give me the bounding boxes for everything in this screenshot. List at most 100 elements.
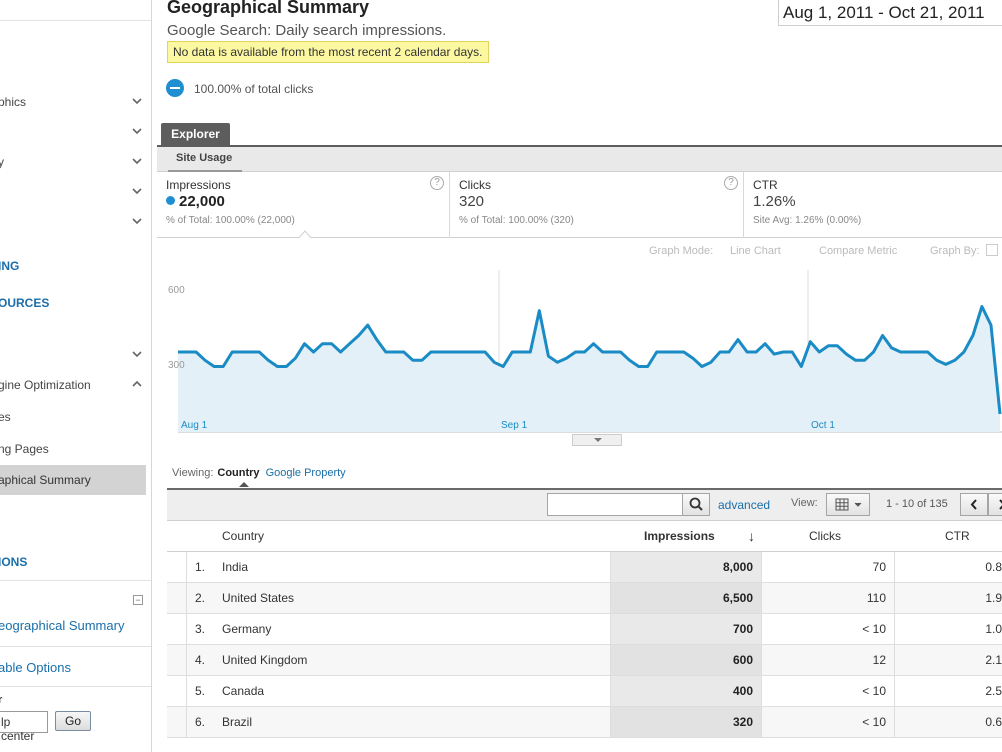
sidebar-section-traffic-sources[interactable]: OURCES [0,296,50,310]
chart-resize-handle[interactable] [572,434,622,446]
viewing-google-property[interactable]: Google Property [265,467,346,479]
ctr-cell: 2.1 [985,653,1002,667]
sidebar-item-2[interactable] [0,120,151,144]
search-button[interactable] [682,493,710,516]
help-heading: r [0,694,2,706]
view-type-dropdown[interactable] [826,493,870,516]
help-icon[interactable]: ? [724,176,738,190]
sort-arrow-icon[interactable]: ↓ [748,528,755,544]
chevron-left-icon [970,499,977,510]
column-header-impressions[interactable]: Impressions [644,529,715,543]
graph-by-icon[interactable] [986,244,998,256]
impressions-cell: 700 [610,614,762,644]
metric-subtext: % of Total: 100.00% (22,000) [166,215,295,226]
ctr-cell: 1.9 [985,591,1002,605]
sidebar-item-3[interactable]: y [0,150,151,174]
country-link[interactable]: Brazil [222,715,253,729]
advanced-filter-link[interactable]: advanced [718,498,771,512]
page-subtitle: Google Search: Daily search impressions. [167,22,447,39]
sidebar-item-label: es [0,410,11,424]
sidebar-link-table-options[interactable]: able Options [0,660,71,675]
collapse-icon[interactable]: − [133,595,143,605]
data-notice: No data is available from the most recen… [167,41,489,63]
table-row[interactable]: 4. United Kingdom 600 12 2.1 [167,645,1002,676]
segment-icon[interactable] [166,79,184,97]
column-header-country[interactable]: Country [222,529,265,543]
sidebar-item-label: aphical Summary [0,473,91,487]
sidebar-item-queries[interactable]: es [0,405,151,429]
table-row[interactable]: 3. Germany 700 < 10 1.0 [167,614,1002,645]
metric-subtext: Site Avg: 1.26% (0.00%) [753,215,862,226]
chevron-down-icon [132,128,142,135]
ctr-cell: 0.8 [985,560,1002,574]
sidebar-section-actions[interactable]: IONS [0,555,28,569]
column-rule [894,583,895,613]
metric-clicks[interactable]: Clicks 320 % of Total: 100.00% (320) ? [450,172,744,238]
table-header-row: Country Impressions ↓ Clicks CTR [167,521,1002,552]
column-rule [894,645,895,675]
ctr-cell: 0.6 [985,715,1002,729]
go-button[interactable]: Go [55,711,91,731]
row-number: 2. [194,591,205,605]
country-link[interactable]: Canada [222,684,265,698]
metric-name: Clicks [459,178,491,192]
chevron-down-icon [132,351,142,358]
table-row[interactable]: 5. Canada 400 < 10 2.5 [167,676,1002,707]
table-row[interactable]: 2. United States 6,500 110 1.9 [167,583,1002,614]
viewing-country[interactable]: Country [217,467,260,479]
metric-value: 22,000 [166,193,225,210]
next-page-button[interactable] [988,493,1002,516]
sidebar-item-seo[interactable]: gine Optimization [0,373,151,397]
column-rule [894,707,895,737]
country-link[interactable]: United Kingdom [222,653,308,667]
sidebar-item-5[interactable] [0,210,151,234]
subtab-bar [157,145,1002,172]
clicks-cell: 70 [872,560,886,574]
sidebar-section-advertising[interactable]: ING [0,259,20,273]
country-link[interactable]: Germany [222,622,272,636]
segment-label: 100.00% of total clicks [194,82,314,96]
chevron-down-icon [132,98,142,105]
series-dot-icon [166,196,175,205]
y-tick-label: 600 [168,285,185,296]
chart-series-line [178,305,1002,415]
tab-explorer[interactable]: Explorer [161,123,230,145]
x-tick-label: Aug 1 [181,420,208,431]
sidebar-item-4[interactable] [0,180,151,204]
help-center-input[interactable]: lp center [0,711,48,743]
column-rule [186,676,187,706]
row-number: 3. [194,622,205,636]
table-search-input[interactable] [547,493,683,516]
column-header-clicks[interactable]: Clicks [809,529,841,543]
clicks-cell: < 10 [862,622,886,636]
help-icon[interactable]: ? [430,176,444,190]
sidebar-divider [0,20,151,21]
metric-impressions[interactable]: Impressions 22,000 % of Total: 100.00% (… [157,172,450,238]
table-row[interactable]: 1. India 8,000 70 0.8 [167,552,1002,583]
table-row[interactable]: 6. Brazil 320 < 10 0.6 [167,707,1002,738]
sidebar-item-geographical-summary[interactable]: aphical Summary [0,465,146,495]
sidebar-item-label: phics [0,95,27,109]
graph-mode-dropdown[interactable]: Line Chart [730,245,781,257]
graph-by-label: Graph By: [930,245,980,257]
sidebar: phics y ING OURCES gine Optimization es … [0,0,152,752]
date-range-picker[interactable]: Aug 1, 2011 - Oct 21, 2011 [778,0,1002,26]
ctr-cell: 2.5 [985,684,1002,698]
sidebar-item-demographics[interactable]: phics [0,90,151,114]
column-header-ctr[interactable]: CTR [945,529,970,543]
pagination-range: 1 - 10 of 135 [886,498,948,510]
tab-site-usage[interactable]: Site Usage [176,152,233,164]
country-link[interactable]: India [222,560,249,574]
country-link[interactable]: United States [222,591,295,605]
impressions-cell: 600 [610,645,762,675]
clicks-cell: < 10 [862,715,886,729]
metric-subtext: % of Total: 100.00% (320) [459,215,574,226]
metric-ctr[interactable]: CTR 1.26% Site Avg: 1.26% (0.00%) [744,172,1002,238]
sidebar-item-landing-pages[interactable]: ng Pages [0,437,151,461]
compare-metric-dropdown[interactable]: Compare Metric [819,245,898,257]
sidebar-item-sources[interactable] [0,343,151,367]
tab-active-indicator [168,170,242,172]
previous-page-button[interactable] [960,493,988,516]
sidebar-link-geographical-summary[interactable]: eographical Summary [0,618,125,633]
impressions-chart[interactable]: 600 300 Aug 1 Sep 1 Oct 1 [157,270,1002,434]
